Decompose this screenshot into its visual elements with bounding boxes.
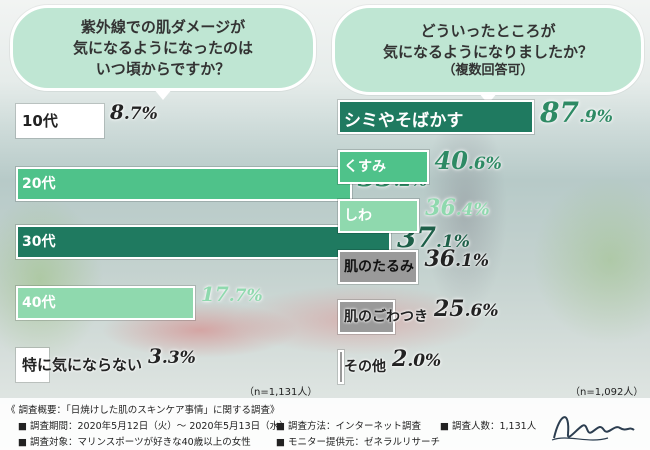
bar-0-4 xyxy=(16,348,50,382)
footer-period: ■ 調査期間：2020年5月12日（火）～ 2020年5月13日（水） xyxy=(18,421,289,432)
bar-label-1-0: シミやそばかす xyxy=(344,111,464,131)
bar-label-0-3: 40代 xyxy=(22,295,56,311)
value-label-1-0: 87.9% xyxy=(540,96,613,129)
value-label-0-2: 37.1% xyxy=(397,221,470,254)
footer-target: ■ 調査対象：マリンスポーツが好きな40歳以上の女性 xyxy=(18,437,251,448)
left-question-line-3: いつ頃からですか？ xyxy=(95,59,231,78)
value-label-1-2: 36.4% xyxy=(425,195,490,221)
bar-1-4 xyxy=(338,300,396,334)
bar-label-0-0: 10代 xyxy=(22,112,58,130)
bar-label-1-2: しわ xyxy=(344,208,372,224)
value-label-1-1: 40.6% xyxy=(434,146,502,175)
value-label-0-3: 17.7% xyxy=(200,282,263,306)
bar-0-3 xyxy=(16,286,195,320)
bar-0-1 xyxy=(16,167,352,201)
survey-footer: 《 調査概要：「日焼けした肌のスキンケア事情」に関する調査》 ■ 調査期間：20… xyxy=(0,398,650,450)
footer-title: 《 調査概要：「日焼けした肌のスキンケア事情」に関する調査》 xyxy=(6,405,280,416)
left-question-line-1: 紫外線での肌ダメージが xyxy=(80,17,246,36)
bar-label-1-4: 肌のごわつき xyxy=(344,309,428,325)
bar-label-1-5: その他 xyxy=(344,359,386,375)
value-label-1-4: 25.6% xyxy=(434,296,499,322)
footer-method: ■ 調査方法：インターネット調査 xyxy=(276,421,421,432)
bar-1-5 xyxy=(338,350,344,384)
bar-label-1-1: くすみ xyxy=(344,159,386,175)
left-sample-note: （n=1,131人） xyxy=(244,387,318,398)
bar-1-2 xyxy=(338,199,420,233)
bar-1-3 xyxy=(338,250,419,284)
footer-provider: ■ モニター提供元：ゼネラルリサーチ xyxy=(276,437,440,448)
right-sample-note: （n=1,092人） xyxy=(570,387,644,398)
bar-0-2 xyxy=(16,225,391,259)
bar-label-0-2: 30代 xyxy=(22,234,56,250)
value-label-0-0: 8.7% xyxy=(109,100,158,124)
right-question-bubble: どういったところが 気になるようになりましたか？ （複数回答可） xyxy=(332,5,644,104)
footer-count: ■ 調査人数：1,131人 xyxy=(440,421,537,432)
bar-0-0 xyxy=(16,104,104,138)
right-question-sub: （複数回答可） xyxy=(442,63,534,78)
bar-label-0-4: 特に気にならない xyxy=(22,356,143,374)
left-question-bubble: 紫外線での肌ダメージが 気になるようになったのは いつ頃からですか？ xyxy=(10,5,316,100)
value-label-1-5: 2.0% xyxy=(392,346,442,372)
signature-logo xyxy=(551,416,635,441)
bar-label-1-3: 肌のたるみ xyxy=(344,259,414,275)
right-question-line-2: 気になるようになりましたか？ xyxy=(382,43,593,61)
bar-label-0-1: 20代 xyxy=(22,176,56,192)
right-question-line-1: どういったところが xyxy=(420,22,556,40)
bar-1-1 xyxy=(338,150,429,184)
left-question-line-2: 気になるようになったのは xyxy=(72,38,253,57)
bar-1-0 xyxy=(338,100,534,134)
value-label-1-3: 36.1% xyxy=(424,246,490,272)
value-label-0-4: 3.3% xyxy=(148,344,196,368)
